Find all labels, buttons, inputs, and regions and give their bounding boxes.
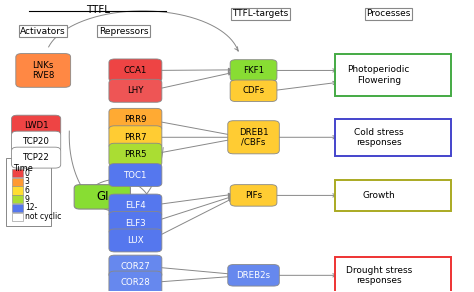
FancyBboxPatch shape [109,164,162,187]
Text: 9: 9 [25,195,30,204]
Text: Photoperiodic
Flowering: Photoperiodic Flowering [347,65,410,84]
Text: TTFL: TTFL [86,5,109,15]
FancyBboxPatch shape [109,211,162,234]
Text: Cold stress
responses: Cold stress responses [354,128,403,147]
Text: CCA1: CCA1 [124,66,147,75]
Text: Repressors: Repressors [99,27,148,36]
Text: TOC1: TOC1 [124,171,147,180]
FancyBboxPatch shape [109,271,162,292]
FancyBboxPatch shape [11,195,23,203]
Text: PRR7: PRR7 [124,133,146,142]
Text: Drought stress
responses: Drought stress responses [346,266,412,285]
Text: LHY: LHY [127,86,144,95]
Text: 12-: 12- [25,204,37,212]
FancyBboxPatch shape [230,185,277,206]
Text: COR27: COR27 [120,262,150,271]
FancyBboxPatch shape [11,186,23,194]
FancyBboxPatch shape [11,204,23,212]
FancyBboxPatch shape [335,54,451,96]
FancyBboxPatch shape [16,54,71,87]
FancyBboxPatch shape [11,147,61,168]
FancyBboxPatch shape [335,119,451,156]
Text: Growth: Growth [363,191,395,200]
FancyBboxPatch shape [335,180,451,211]
Text: 0: 0 [25,168,30,178]
Text: DREB2s: DREB2s [237,271,271,280]
FancyBboxPatch shape [228,265,279,286]
Text: 3: 3 [25,177,30,186]
Text: 6: 6 [25,186,30,195]
FancyBboxPatch shape [109,79,162,102]
Text: TCP22: TCP22 [23,153,50,162]
FancyBboxPatch shape [11,131,61,152]
FancyBboxPatch shape [11,169,23,177]
FancyBboxPatch shape [109,229,162,252]
FancyBboxPatch shape [6,158,51,226]
FancyBboxPatch shape [230,60,277,81]
Text: Activators: Activators [20,27,66,36]
Text: not cyclic: not cyclic [25,212,61,221]
Text: Processes: Processes [366,9,410,18]
FancyBboxPatch shape [228,121,279,154]
FancyBboxPatch shape [109,59,162,82]
Text: TCP20: TCP20 [23,137,50,146]
Text: LWD1: LWD1 [24,121,48,130]
FancyBboxPatch shape [11,115,61,136]
Text: PRR5: PRR5 [124,150,146,159]
Text: PIFs: PIFs [245,191,262,200]
FancyBboxPatch shape [11,213,23,221]
Text: TTFL-targets: TTFL-targets [233,9,289,18]
Text: COR28: COR28 [120,278,150,287]
Text: LNKs
RVE8: LNKs RVE8 [32,61,55,80]
Text: FKF1: FKF1 [243,66,264,75]
Text: LUX: LUX [127,236,144,245]
Text: ELF3: ELF3 [125,218,146,227]
FancyBboxPatch shape [109,108,162,131]
Text: Time: Time [13,164,33,173]
Text: ELF4: ELF4 [125,201,146,210]
FancyBboxPatch shape [109,194,162,217]
FancyBboxPatch shape [74,185,130,209]
Text: CDFs: CDFs [243,86,264,95]
FancyBboxPatch shape [109,126,162,149]
FancyBboxPatch shape [230,80,277,102]
FancyBboxPatch shape [109,143,162,166]
FancyBboxPatch shape [109,255,162,278]
Text: GI: GI [96,190,109,203]
Text: PRR9: PRR9 [124,115,146,124]
FancyBboxPatch shape [335,257,451,292]
FancyBboxPatch shape [11,178,23,186]
Text: DREB1
/CBFs: DREB1 /CBFs [239,128,268,147]
